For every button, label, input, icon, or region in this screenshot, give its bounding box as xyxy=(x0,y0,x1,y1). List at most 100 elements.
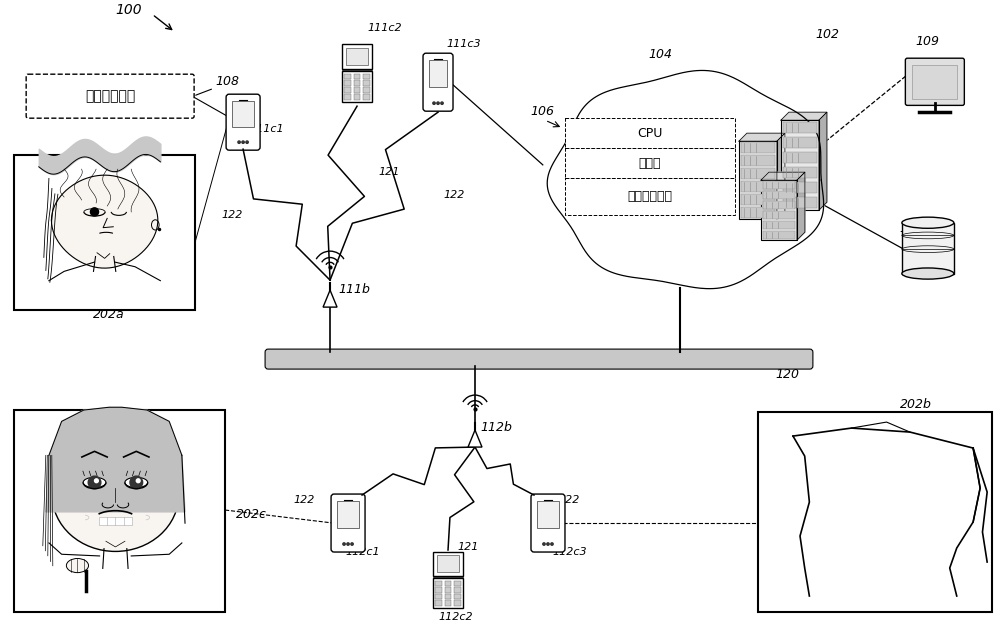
Polygon shape xyxy=(468,430,482,447)
Bar xyxy=(454,594,461,599)
Circle shape xyxy=(547,543,549,545)
Bar xyxy=(783,197,817,209)
Bar xyxy=(435,594,442,599)
Ellipse shape xyxy=(125,478,148,488)
Polygon shape xyxy=(797,172,805,240)
Text: 102: 102 xyxy=(815,28,839,41)
Bar xyxy=(912,65,957,99)
Circle shape xyxy=(441,102,443,104)
Text: 105: 105 xyxy=(900,222,924,235)
Bar xyxy=(741,207,775,218)
Bar xyxy=(363,94,370,100)
Bar xyxy=(537,501,559,528)
Circle shape xyxy=(433,102,435,104)
Polygon shape xyxy=(739,133,785,141)
FancyBboxPatch shape xyxy=(905,59,964,106)
Bar xyxy=(741,181,775,191)
Bar xyxy=(435,581,442,586)
Text: 122: 122 xyxy=(558,495,579,505)
Circle shape xyxy=(437,102,439,104)
Bar xyxy=(763,211,795,219)
Text: 108: 108 xyxy=(573,215,597,228)
Bar xyxy=(739,141,777,219)
Circle shape xyxy=(88,476,101,489)
Circle shape xyxy=(347,543,349,545)
Text: 100: 100 xyxy=(115,3,142,17)
Text: 122: 122 xyxy=(221,210,242,220)
Bar xyxy=(763,191,795,199)
Bar xyxy=(346,48,368,65)
Text: 存储器: 存储器 xyxy=(639,156,661,170)
Circle shape xyxy=(90,208,99,216)
Bar xyxy=(783,121,817,134)
Circle shape xyxy=(675,86,773,184)
Bar xyxy=(445,600,451,606)
Polygon shape xyxy=(781,112,827,120)
Text: 111b: 111b xyxy=(338,283,370,296)
Bar xyxy=(363,87,370,93)
Bar xyxy=(354,94,360,100)
Bar xyxy=(344,74,351,80)
FancyBboxPatch shape xyxy=(531,494,565,552)
Circle shape xyxy=(543,543,545,545)
Polygon shape xyxy=(46,407,185,512)
Text: 122: 122 xyxy=(293,495,314,505)
Circle shape xyxy=(538,149,611,221)
Bar xyxy=(741,195,775,205)
Circle shape xyxy=(238,141,240,143)
Ellipse shape xyxy=(52,438,179,551)
Bar xyxy=(435,587,442,593)
Text: 202a: 202a xyxy=(93,308,125,321)
Bar xyxy=(741,155,775,165)
Bar xyxy=(354,74,360,80)
Bar xyxy=(342,71,372,102)
Text: 111c2: 111c2 xyxy=(367,23,402,33)
Text: CPU: CPU xyxy=(637,127,663,140)
Circle shape xyxy=(564,106,663,205)
Circle shape xyxy=(343,543,345,545)
Circle shape xyxy=(136,479,140,483)
Bar xyxy=(565,178,735,215)
Polygon shape xyxy=(547,71,824,289)
Bar xyxy=(445,587,451,593)
Bar xyxy=(342,45,372,69)
Text: 106: 106 xyxy=(530,105,554,118)
Bar xyxy=(781,120,819,210)
Bar xyxy=(783,182,817,193)
Ellipse shape xyxy=(83,478,106,488)
Bar xyxy=(232,100,254,127)
Text: 122: 122 xyxy=(443,190,464,200)
Bar xyxy=(565,148,735,178)
Bar xyxy=(14,155,195,310)
Bar xyxy=(433,577,463,608)
Polygon shape xyxy=(761,172,805,180)
Bar xyxy=(454,587,461,593)
Ellipse shape xyxy=(902,217,954,228)
Text: 身体轮廓模型: 身体轮廓模型 xyxy=(85,89,135,103)
Bar xyxy=(763,181,795,189)
Text: 112c1: 112c1 xyxy=(345,547,380,557)
Bar xyxy=(363,80,370,86)
Bar xyxy=(445,581,451,586)
Circle shape xyxy=(351,543,353,545)
Text: 121: 121 xyxy=(457,542,478,552)
Bar xyxy=(354,87,360,93)
Bar xyxy=(344,87,351,93)
Text: 112c2: 112c2 xyxy=(438,612,473,622)
Text: 111c3: 111c3 xyxy=(446,39,481,49)
Bar xyxy=(783,137,817,148)
Bar xyxy=(741,169,775,179)
FancyBboxPatch shape xyxy=(265,349,813,369)
Circle shape xyxy=(551,543,553,545)
Bar xyxy=(337,501,359,528)
Bar xyxy=(763,201,795,209)
Bar xyxy=(445,594,451,599)
FancyBboxPatch shape xyxy=(331,494,365,552)
Circle shape xyxy=(130,476,143,489)
Text: 112c3: 112c3 xyxy=(552,547,587,557)
Polygon shape xyxy=(323,290,337,307)
Bar xyxy=(783,151,817,163)
FancyBboxPatch shape xyxy=(226,94,260,150)
Bar xyxy=(344,80,351,86)
Bar xyxy=(354,80,360,86)
